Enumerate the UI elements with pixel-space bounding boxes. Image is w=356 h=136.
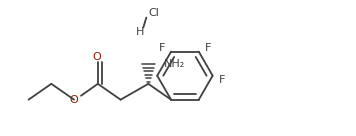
Text: H: H <box>136 27 145 37</box>
Text: O: O <box>70 95 78 105</box>
Text: Cl: Cl <box>148 8 159 18</box>
Text: O: O <box>93 52 101 62</box>
Text: F: F <box>159 43 165 53</box>
Text: F: F <box>219 75 225 85</box>
Text: F: F <box>205 43 211 53</box>
Text: NH₂: NH₂ <box>164 59 185 69</box>
